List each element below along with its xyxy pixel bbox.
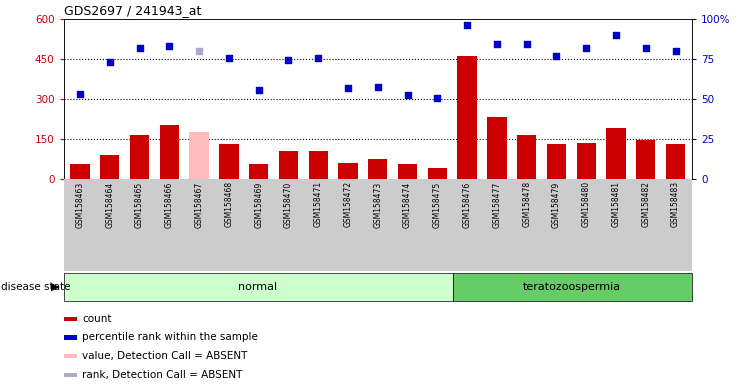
Text: GSM158473: GSM158473 (373, 181, 382, 228)
Bar (453, 273, 692, 301)
Text: rank, Detection Call = ABSENT: rank, Detection Call = ABSENT (82, 370, 243, 380)
Point (253, 86, 265, 93)
Text: GSM158478: GSM158478 (522, 181, 531, 227)
Text: GSM158471: GSM158471 (313, 181, 322, 227)
Point (134, 45, 146, 51)
Text: GSM158477: GSM158477 (492, 181, 501, 228)
Bar (219, 144, 239, 179)
Bar (308, 151, 328, 179)
Text: ▶: ▶ (52, 282, 60, 292)
Bar (64, 335, 77, 340)
Point (74, 91, 86, 97)
Point (342, 85, 354, 91)
Point (669, 48, 681, 54)
Point (491, 41, 503, 48)
Bar (249, 164, 269, 179)
Text: GDS2697 / 241943_at: GDS2697 / 241943_at (64, 3, 201, 17)
Text: GSM158472: GSM158472 (343, 181, 352, 227)
Point (461, 22, 473, 28)
Text: GSM158470: GSM158470 (284, 181, 293, 228)
Bar (159, 126, 179, 179)
Text: GSM158479: GSM158479 (552, 181, 561, 228)
Bar (64, 273, 453, 301)
Point (432, 94, 444, 101)
Bar (64, 372, 77, 377)
Point (163, 43, 175, 49)
Text: GSM158480: GSM158480 (582, 181, 591, 227)
Point (372, 84, 384, 90)
Point (193, 48, 205, 54)
Point (283, 57, 295, 63)
Bar (338, 163, 358, 179)
Text: GSM158469: GSM158469 (254, 181, 263, 228)
Bar (368, 159, 387, 179)
Text: GSM158468: GSM158468 (224, 181, 233, 227)
Bar (398, 164, 417, 179)
Bar (189, 132, 209, 179)
Bar (64, 354, 77, 358)
Point (610, 32, 622, 38)
Bar (100, 155, 120, 179)
Point (223, 55, 235, 61)
Text: disease state: disease state (1, 282, 70, 292)
Point (521, 41, 533, 48)
Text: GSM158481: GSM158481 (611, 181, 620, 227)
Bar (457, 56, 476, 179)
Bar (547, 144, 566, 179)
Point (640, 45, 652, 51)
Text: GSM158483: GSM158483 (671, 181, 680, 227)
Text: teratozoospermia: teratozoospermia (523, 282, 622, 292)
Bar (636, 140, 655, 179)
Text: GSM158482: GSM158482 (641, 181, 650, 227)
Text: GSM158474: GSM158474 (403, 181, 412, 228)
Point (551, 53, 562, 60)
Text: GSM158467: GSM158467 (194, 181, 203, 228)
Text: GSM158465: GSM158465 (135, 181, 144, 228)
Bar (487, 118, 506, 179)
Text: count: count (82, 314, 112, 324)
Text: GSM158463: GSM158463 (76, 181, 85, 228)
Bar (64, 316, 77, 321)
Bar (70, 164, 90, 179)
Text: GSM158464: GSM158464 (105, 181, 114, 228)
Text: GSM158476: GSM158476 (462, 181, 471, 228)
Point (402, 92, 414, 98)
Text: percentile rank within the sample: percentile rank within the sample (82, 333, 258, 343)
Bar (279, 151, 298, 179)
Point (580, 45, 592, 51)
Point (312, 55, 324, 61)
Bar (577, 143, 596, 179)
Text: value, Detection Call = ABSENT: value, Detection Call = ABSENT (82, 351, 248, 361)
Text: GSM158475: GSM158475 (433, 181, 442, 228)
Point (104, 59, 116, 65)
Bar (666, 144, 685, 179)
Bar (130, 135, 149, 179)
Bar (428, 168, 447, 179)
Bar (607, 128, 625, 179)
Text: normal: normal (239, 282, 278, 292)
Text: GSM158466: GSM158466 (165, 181, 174, 228)
Bar (517, 135, 536, 179)
